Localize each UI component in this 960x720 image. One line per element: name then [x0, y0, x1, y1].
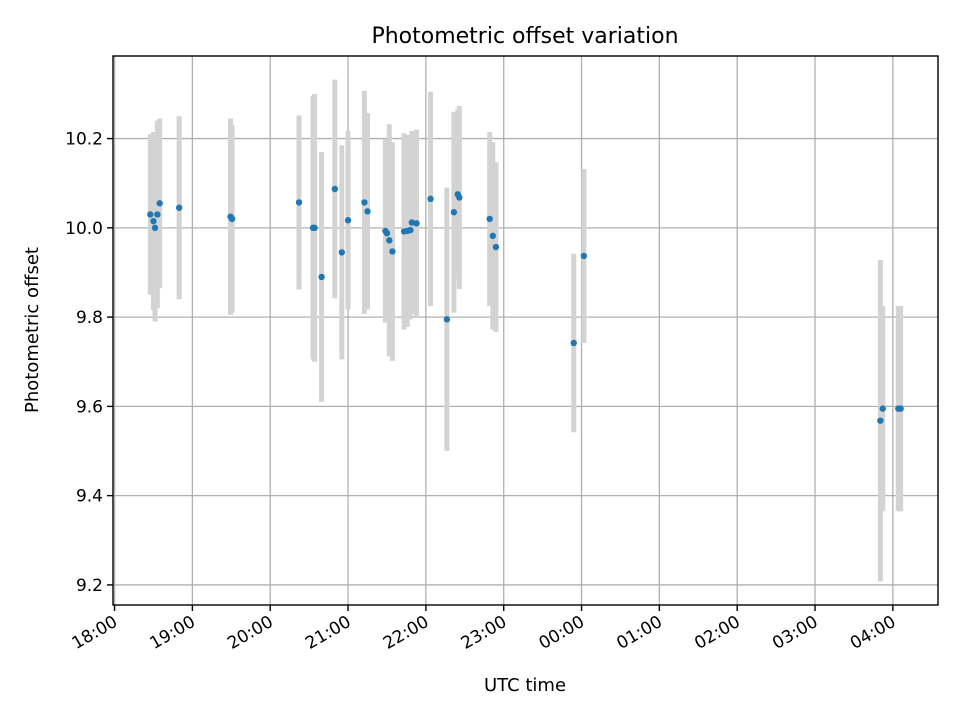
y-tick-label: 9.4 [76, 487, 103, 507]
y-tick-label: 9.2 [76, 576, 103, 596]
y-tick-label: 9.8 [76, 308, 103, 328]
data-point [318, 273, 325, 281]
data-point [456, 194, 463, 201]
data-points [147, 185, 904, 424]
y-axis-label: Photometric offset [22, 247, 43, 413]
data-point [151, 224, 159, 232]
data-point [389, 248, 396, 255]
data-point [450, 209, 458, 216]
x-tick-label: 18:00 [69, 612, 121, 654]
data-point [427, 195, 434, 203]
data-point [897, 405, 904, 412]
x-tick-label: 04:00 [847, 612, 899, 654]
y-tick-label: 9.6 [76, 397, 103, 417]
y-tick-label: 10.0 [65, 219, 103, 239]
x-tick-label: 19:00 [146, 612, 198, 654]
data-point [156, 200, 163, 207]
data-point [338, 249, 346, 256]
data-point [492, 243, 500, 251]
data-point [344, 217, 352, 224]
x-tick-label: 23:00 [458, 612, 510, 654]
data-point [331, 185, 339, 193]
y-tick-label: 10.2 [65, 130, 103, 150]
data-point [150, 217, 157, 225]
data-point [361, 199, 368, 206]
x-tick-label: 00:00 [536, 612, 588, 654]
x-tick-label: 02:00 [691, 612, 743, 654]
data-point [147, 211, 154, 218]
data-point [879, 405, 886, 412]
x-tick-label: 01:00 [613, 612, 665, 654]
data-point [383, 229, 391, 237]
data-point [364, 208, 371, 215]
data-point [443, 316, 451, 323]
data-point [154, 211, 161, 218]
error-bars [147, 79, 904, 582]
data-point [580, 252, 588, 260]
chart-title: Photometric offset variation [371, 24, 678, 49]
data-point [407, 226, 414, 234]
grid-lines [113, 56, 938, 605]
data-point [295, 199, 303, 206]
data-point [228, 215, 236, 223]
x-tick-label: 20:00 [224, 612, 276, 654]
data-point [413, 220, 420, 227]
data-point [311, 224, 318, 232]
data-point [489, 232, 497, 240]
x-tick-label: 03:00 [769, 612, 821, 654]
x-axis-ticks: 18:00 19:00 20:00 21:00 22:00 23:00 00:00 01:00… [69, 605, 899, 654]
y-axis-ticks: 9.2 9.4 9.6 9.8 10.0 10.2 [65, 130, 113, 596]
data-point [175, 204, 183, 211]
x-tick-label: 22:00 [380, 612, 432, 654]
data-point [570, 339, 577, 347]
x-axis-label: UTC time [484, 675, 566, 696]
data-point [486, 215, 493, 223]
data-point [386, 237, 393, 244]
data-point [877, 417, 884, 424]
plot-frame [112, 55, 939, 606]
x-tick-label: 21:00 [302, 612, 354, 654]
